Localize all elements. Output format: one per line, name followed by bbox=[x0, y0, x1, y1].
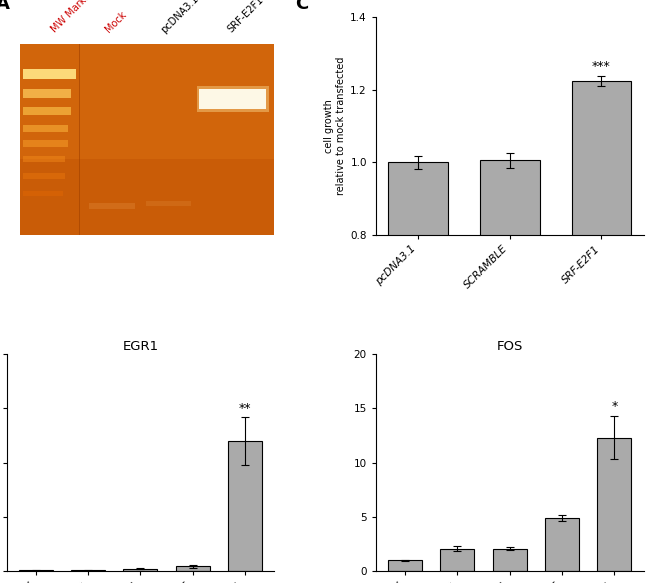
Bar bbox=[20, 159, 274, 235]
Text: MW Marker: MW Marker bbox=[49, 0, 96, 35]
Bar bbox=[23, 125, 68, 132]
Text: C: C bbox=[296, 0, 309, 13]
Bar bbox=[146, 201, 191, 206]
Text: *: * bbox=[611, 400, 618, 413]
Bar bbox=[228, 441, 262, 571]
Bar bbox=[440, 549, 474, 571]
Bar bbox=[480, 160, 540, 524]
Bar bbox=[20, 44, 274, 235]
Bar bbox=[124, 568, 157, 571]
Title: EGR1: EGR1 bbox=[122, 340, 159, 353]
Bar bbox=[571, 81, 631, 524]
Bar bbox=[199, 89, 266, 108]
Bar bbox=[597, 438, 631, 571]
Y-axis label: cell growth
relative to mock transfected: cell growth relative to mock transfected bbox=[324, 57, 346, 195]
Bar bbox=[19, 570, 53, 571]
Text: pcDNA3.1: pcDNA3.1 bbox=[159, 0, 200, 35]
Bar bbox=[23, 173, 66, 179]
Title: FOS: FOS bbox=[497, 340, 523, 353]
Bar bbox=[90, 203, 135, 209]
Text: ***: *** bbox=[592, 60, 611, 73]
Bar bbox=[20, 44, 274, 235]
Bar bbox=[71, 570, 105, 571]
Bar bbox=[23, 89, 71, 97]
Bar bbox=[493, 549, 526, 571]
Bar bbox=[545, 518, 579, 571]
Bar bbox=[23, 140, 68, 147]
Bar bbox=[196, 86, 269, 112]
Bar bbox=[388, 162, 448, 524]
Bar bbox=[23, 191, 62, 196]
Bar bbox=[176, 567, 210, 571]
Text: Mock: Mock bbox=[103, 10, 128, 35]
Bar bbox=[23, 69, 76, 79]
Text: **: ** bbox=[239, 402, 252, 415]
Text: SRF-E2F1: SRF-E2F1 bbox=[226, 0, 266, 35]
Bar bbox=[23, 156, 66, 161]
Bar bbox=[23, 107, 71, 115]
Text: A: A bbox=[0, 0, 10, 13]
Bar bbox=[388, 560, 422, 571]
